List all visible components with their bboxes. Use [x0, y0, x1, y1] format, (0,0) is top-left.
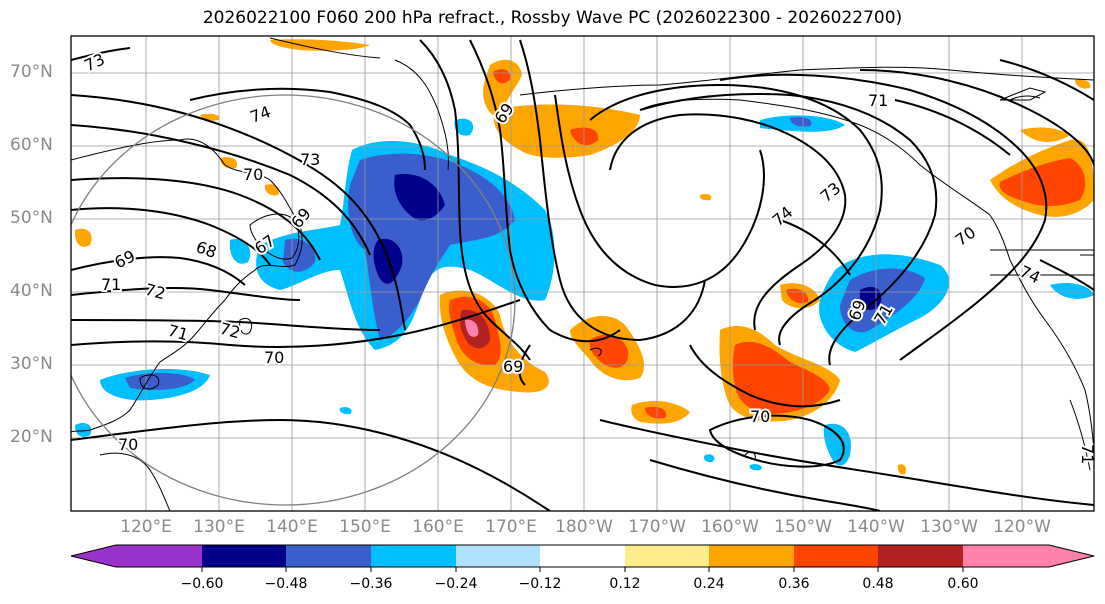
graticule [71, 36, 1094, 511]
lat-label-60n: 60°N [10, 135, 53, 155]
colorbar-segment [794, 545, 878, 567]
colorbar-tick-label: −0.60 [180, 576, 224, 592]
colorbar-extend-low [71, 545, 116, 567]
lon-label-160w: 160°W [701, 517, 759, 537]
colorbar-extend-high [1049, 545, 1094, 567]
colorbar [70, 544, 1095, 572]
colorbar-segment [456, 545, 540, 567]
lon-label-130w: 130°W [920, 517, 978, 537]
lat-label-30n: 30°N [10, 354, 53, 374]
colorbar-segment [202, 545, 286, 567]
lon-label-140w: 140°W [847, 517, 905, 537]
lat-label-70n: 70°N [10, 62, 53, 82]
contour-label: 71 [1078, 444, 1097, 464]
colorbar-tick-label: 0.60 [947, 576, 979, 592]
lon-label-160e: 160°E [412, 517, 464, 537]
lon-label-120w: 120°W [993, 517, 1051, 537]
colorbar-tick-label: 0.24 [693, 576, 725, 592]
colorbar-segment [540, 545, 625, 567]
lon-label-170e: 170°E [485, 517, 537, 537]
colorbar-tick-label: −0.36 [349, 576, 393, 592]
map-panel: 73 74 73 70 69 68 67 69 71 72 71 72 70 7… [71, 36, 1097, 511]
lon-label-140e: 140°E [266, 517, 318, 537]
positive-anomaly-shading [74, 39, 1094, 475]
contour-label: 71 [101, 275, 121, 294]
lat-label-40n: 40°N [10, 281, 53, 301]
colorbar-tick-label: −0.12 [518, 576, 562, 592]
map-frame [70, 35, 1095, 512]
lon-label-150w: 150°W [774, 517, 832, 537]
contour-label: 70 [243, 165, 263, 184]
lon-label-180w: 180°W [555, 517, 613, 537]
colorbar-tick-label: −0.48 [264, 576, 308, 592]
negative-anomaly-shading [75, 115, 1094, 471]
contour-label: 70 [118, 435, 138, 454]
colorbar-outline [70, 544, 1095, 568]
lat-label-20n: 20°N [10, 427, 53, 447]
colorbar-segment [709, 545, 794, 567]
lon-label-170w: 170°W [628, 517, 686, 537]
colorbar-segment [878, 545, 963, 567]
colorbar-segment [371, 545, 456, 567]
colorbar-segment [116, 545, 202, 567]
colorbar-tick-label: −0.24 [434, 576, 478, 592]
colorbar-tick-label: 0.48 [862, 576, 894, 592]
lat-label-50n: 50°N [10, 208, 53, 228]
lon-label-120e: 120°E [120, 517, 172, 537]
colorbar-segment [963, 545, 1049, 567]
contour-label: 73 [300, 150, 320, 169]
contour-label: 70 [264, 348, 284, 367]
colorbar-segment [625, 545, 709, 567]
colorbar-tick-label: 0.12 [609, 576, 641, 592]
coastlines [71, 37, 1094, 511]
contour-label: 70 [750, 407, 770, 426]
lon-label-130e: 130°E [193, 517, 245, 537]
lon-label-150e: 150°E [339, 517, 391, 537]
contour-label: 71 [868, 91, 888, 110]
height-contours [71, 39, 1094, 511]
colorbar-tick-label: 0.36 [778, 576, 810, 592]
map-title: 2026022100 F060 200 hPa refract., Rossby… [202, 8, 903, 28]
contour-label: 69 [503, 357, 523, 376]
reference-circle [71, 94, 516, 506]
colorbar-segment [286, 545, 371, 567]
